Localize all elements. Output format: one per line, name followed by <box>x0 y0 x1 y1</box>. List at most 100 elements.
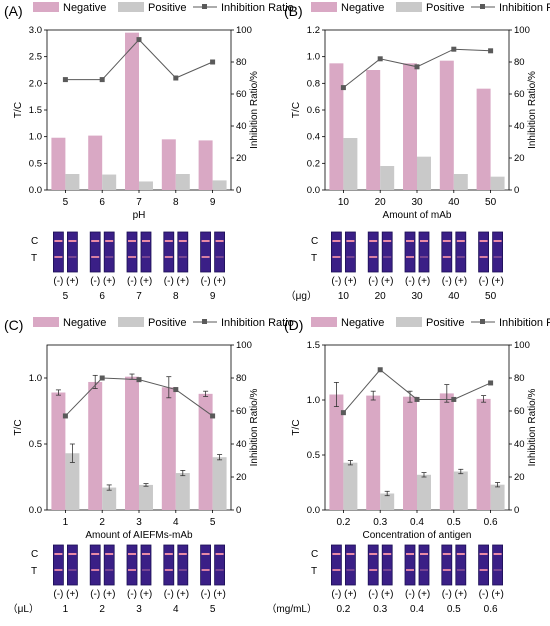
bar-negative <box>476 398 491 510</box>
ratio-point <box>488 380 494 386</box>
test-band <box>105 256 114 258</box>
test-strip <box>163 231 175 273</box>
legend-label-positive: Positive <box>426 317 465 329</box>
bar-positive <box>102 174 117 190</box>
control-band <box>369 240 378 242</box>
control-band <box>201 553 210 555</box>
strip-number: 5 <box>63 291 69 302</box>
y-tick-label: 1.0 <box>307 395 320 406</box>
strip-label-negative: (-) <box>479 276 489 287</box>
bar-positive <box>417 474 431 510</box>
y2-tick-label: 40 <box>236 439 247 450</box>
legend-label-positive: Positive <box>148 2 187 14</box>
strip-label-positive: (+) <box>455 589 468 600</box>
bar-positive <box>490 176 505 190</box>
y-axis-label: T/C <box>13 419 24 435</box>
strip-label-positive: (+) <box>140 589 153 600</box>
ratio-point <box>99 77 105 83</box>
test-strip <box>53 544 64 586</box>
strip-number: 6 <box>99 291 105 302</box>
strip-label-positive: (+) <box>344 276 357 287</box>
control-band <box>128 240 136 242</box>
test-strip <box>200 544 212 586</box>
strip-label-negative: (-) <box>405 276 415 287</box>
test-strip <box>418 231 430 273</box>
legend-label-positive: Positive <box>426 2 465 14</box>
control-band <box>178 553 187 555</box>
bar-negative <box>125 376 139 510</box>
y2-tick-label: 100 <box>236 25 252 36</box>
control-band <box>456 553 465 555</box>
legend-swatch-negative <box>311 2 337 12</box>
y-tick-label: 1.5 <box>307 340 320 351</box>
strip-number: 8 <box>173 291 179 302</box>
test-band <box>68 256 77 258</box>
bar-positive <box>139 484 153 510</box>
strip-label-positive: (+) <box>66 276 79 287</box>
strip-number: 30 <box>411 291 423 302</box>
x-tick-label: 9 <box>210 197 216 208</box>
test-strip <box>455 544 467 586</box>
legend-label-ratio: Inhibition Ratio <box>221 2 294 14</box>
bar-positive <box>139 181 153 190</box>
control-band <box>142 553 150 555</box>
control-band <box>420 240 428 242</box>
y-tick-label: 1.0 <box>307 52 320 63</box>
panel-c: (C) Negative Positive Inhibition Ratio 0.0 0.… <box>4 317 294 615</box>
x-tick-label: 3 <box>136 517 142 528</box>
strip-number: 20 <box>375 291 387 302</box>
y2-axis-label: Inhibition Ratio/% <box>249 388 260 466</box>
x-tick-label: 0.5 <box>447 517 461 528</box>
strip-number: 3 <box>136 604 142 615</box>
strip-label-negative: (-) <box>405 589 415 600</box>
control-band <box>91 240 100 242</box>
test-strip <box>381 231 393 273</box>
strip-number: 4 <box>173 604 179 615</box>
legend-swatch-negative <box>33 317 59 327</box>
test-strip <box>344 231 356 273</box>
x-tick-label: 50 <box>485 197 497 208</box>
test-band <box>54 256 63 258</box>
y2-tick-label: 80 <box>514 373 525 384</box>
y-tick-label: 0.5 <box>29 158 42 169</box>
strip-number: 50 <box>485 291 497 302</box>
strip-label-negative: (-) <box>127 589 137 600</box>
control-band <box>332 240 341 242</box>
y2-axis-label: Inhibition Ratio/% <box>527 388 538 466</box>
test-band <box>493 256 502 258</box>
y-tick-label: 0.0 <box>29 185 42 196</box>
strip-label-negative: (-) <box>331 276 341 287</box>
test-band <box>91 256 100 258</box>
x-tick-label: 1 <box>63 517 69 528</box>
bar-positive <box>65 453 80 510</box>
test-strip <box>214 544 226 586</box>
strip-label-c: C <box>31 236 38 247</box>
bar-positive <box>453 471 468 510</box>
panel-b: (B) Negative Positive Inhibition Ratio 0.0 0.… <box>284 2 550 302</box>
legend-swatch-positive <box>396 2 422 12</box>
control-band <box>215 553 224 555</box>
strip-number: 10 <box>338 291 350 302</box>
legend-label-negative: Negative <box>63 2 106 14</box>
test-band <box>105 569 114 571</box>
ratio-point <box>377 367 383 373</box>
legend-label-negative: Negative <box>341 317 384 329</box>
x-tick-label: 40 <box>448 197 460 208</box>
strip-label-positive: (+) <box>177 589 190 600</box>
y2-tick-label: 80 <box>236 373 247 384</box>
strip-number: 0.4 <box>410 604 424 615</box>
test-strip <box>455 231 467 273</box>
x-tick-label: 2 <box>99 517 105 528</box>
strip-label-negative: (-) <box>331 589 341 600</box>
strip-label-positive: (+) <box>381 276 394 287</box>
strip-label-negative: (-) <box>368 276 378 287</box>
ratio-point <box>62 413 68 419</box>
test-strip <box>404 231 416 273</box>
test-band <box>420 256 428 258</box>
bar-negative <box>51 137 66 190</box>
strip-label-t: T <box>311 253 317 264</box>
x-tick-label: 10 <box>338 197 350 208</box>
test-strip <box>214 231 226 273</box>
legend-swatch-positive <box>396 317 422 327</box>
strip-label-negative: (-) <box>368 589 378 600</box>
